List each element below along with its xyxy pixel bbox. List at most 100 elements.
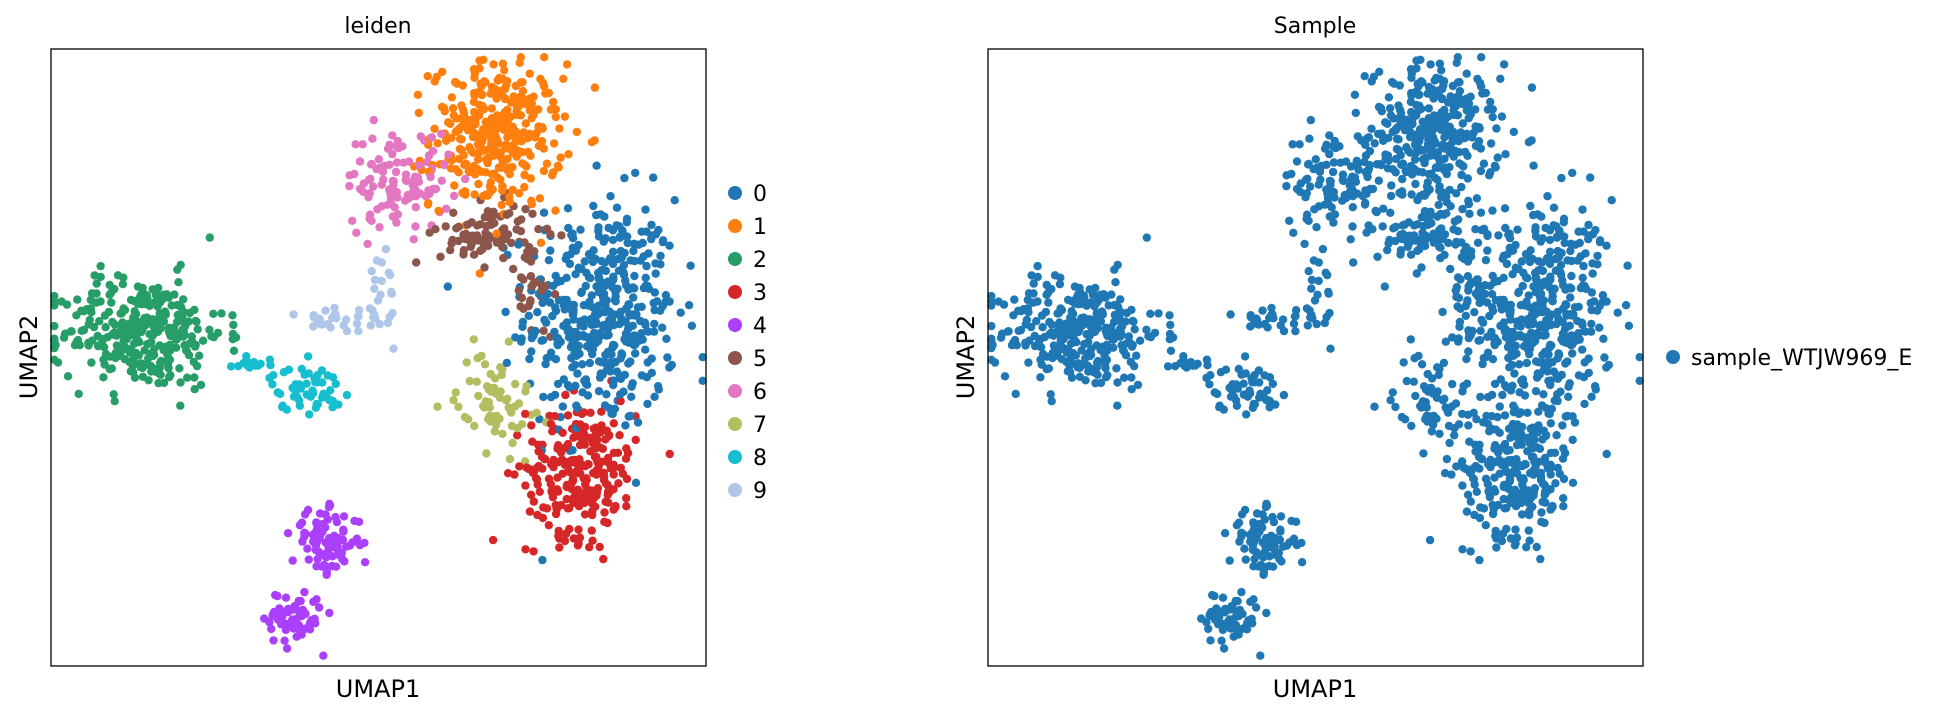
data-point	[541, 359, 550, 369]
data-point	[475, 100, 484, 110]
data-point	[1055, 318, 1064, 327]
data-point	[1534, 407, 1543, 416]
data-point	[557, 231, 566, 240]
data-point	[534, 225, 543, 234]
data-point	[548, 281, 558, 291]
data-point	[1455, 317, 1465, 327]
data-point	[1533, 369, 1543, 378]
data-point	[1488, 271, 1497, 281]
data-point	[1454, 420, 1464, 429]
data-point	[615, 431, 624, 440]
data-point	[454, 236, 463, 246]
data-point	[608, 247, 618, 256]
data-point	[1417, 360, 1427, 369]
data-point	[563, 504, 572, 513]
data-point	[618, 227, 627, 236]
data-point	[145, 301, 154, 310]
data-point	[580, 376, 589, 385]
data-point	[603, 487, 613, 496]
data-point	[501, 140, 511, 149]
data-point	[1449, 225, 1458, 234]
legend-label: 6	[753, 380, 767, 405]
data-point	[309, 312, 318, 322]
data-point	[1292, 157, 1302, 166]
data-point	[1094, 291, 1103, 301]
data-point	[609, 320, 619, 330]
data-point	[403, 190, 412, 200]
data-point	[585, 358, 594, 368]
data-point	[1566, 246, 1575, 256]
data-point	[561, 390, 570, 400]
data-point	[568, 474, 578, 483]
data-point	[625, 300, 634, 310]
data-point	[554, 163, 563, 172]
data-point	[538, 124, 547, 133]
data-point	[621, 276, 630, 285]
data-point	[1477, 293, 1487, 303]
data-point	[1563, 357, 1572, 366]
data-point	[378, 166, 387, 175]
data-point	[504, 403, 513, 412]
data-point	[539, 326, 548, 335]
data-point	[176, 260, 185, 270]
data-point	[1092, 358, 1102, 367]
data-point	[1328, 167, 1338, 177]
data-point	[1581, 327, 1590, 336]
data-point	[1241, 555, 1251, 564]
data-point	[553, 379, 563, 389]
data-point	[611, 501, 620, 511]
data-point	[1584, 354, 1593, 363]
data-point	[1566, 239, 1576, 248]
data-point	[1249, 519, 1258, 529]
data-point	[193, 325, 202, 334]
data-point	[1442, 454, 1452, 464]
data-point	[663, 353, 672, 362]
data-point	[1579, 373, 1589, 382]
data-point	[1410, 354, 1419, 363]
data-point	[575, 440, 585, 450]
data-point	[1537, 508, 1546, 517]
data-point	[1269, 314, 1278, 323]
data-point	[389, 177, 398, 186]
data-point	[447, 93, 457, 102]
data-point	[1499, 295, 1508, 305]
data-point	[564, 223, 573, 233]
data-point	[1482, 352, 1491, 362]
data-point	[1351, 108, 1361, 118]
data-point	[1271, 400, 1280, 409]
data-point	[179, 295, 188, 304]
data-point	[1391, 402, 1400, 412]
data-point	[205, 233, 214, 242]
data-point	[577, 409, 587, 419]
data-point	[641, 273, 650, 282]
data-point	[295, 521, 305, 530]
data-point	[1416, 191, 1425, 201]
data-point	[1505, 339, 1514, 348]
data-point	[1373, 252, 1382, 261]
data-point	[559, 375, 568, 384]
data-point	[1250, 378, 1259, 387]
data-point	[1365, 146, 1375, 156]
data-point	[1486, 97, 1495, 107]
data-point	[144, 376, 153, 385]
data-point	[113, 271, 123, 280]
data-point	[511, 137, 520, 147]
data-point	[1268, 379, 1278, 389]
data-point	[1415, 90, 1424, 99]
data-point	[494, 163, 504, 172]
data-point	[584, 460, 593, 469]
data-point	[651, 259, 660, 268]
data-point	[621, 421, 630, 430]
data-point	[461, 174, 470, 184]
data-point	[564, 150, 573, 159]
data-point	[1453, 302, 1462, 311]
data-point	[354, 327, 363, 336]
data-point	[588, 257, 598, 267]
data-point	[1402, 376, 1412, 386]
data-point	[1475, 336, 1485, 345]
data-point	[1481, 521, 1491, 530]
data-point	[92, 298, 101, 307]
data-point	[1533, 210, 1542, 219]
data-point	[615, 371, 624, 380]
data-point	[468, 231, 477, 240]
